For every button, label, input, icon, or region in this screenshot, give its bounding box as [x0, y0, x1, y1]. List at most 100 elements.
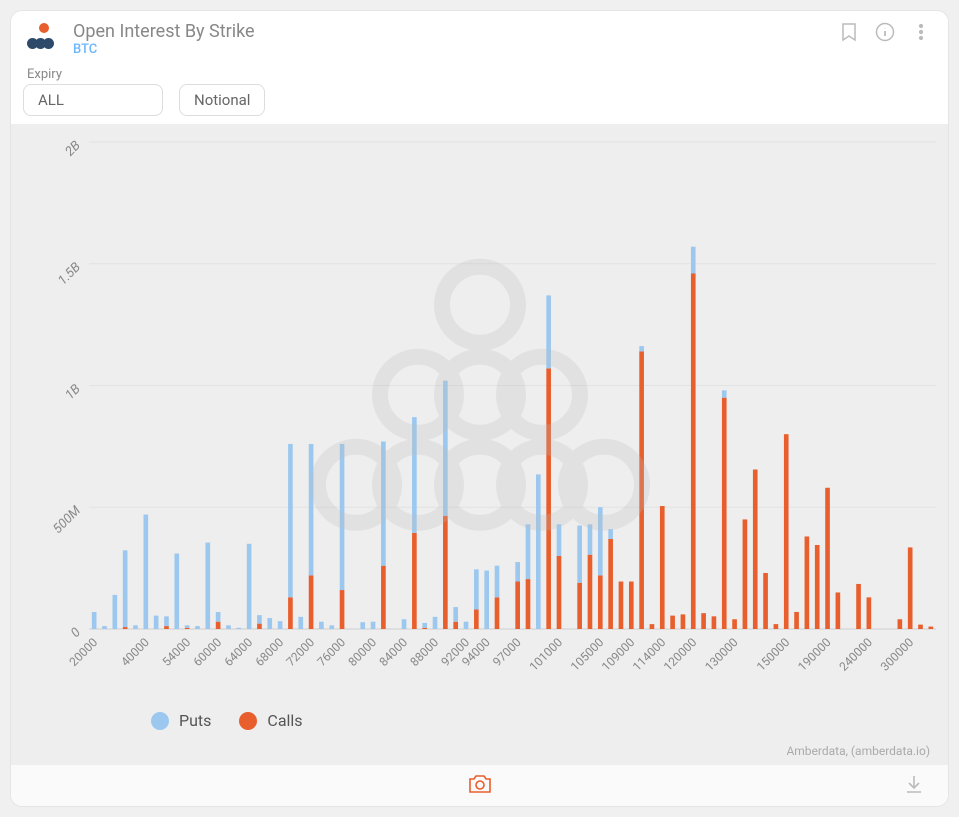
bar-puts[interactable] — [319, 622, 324, 629]
bar-puts[interactable] — [164, 616, 169, 626]
bar-calls[interactable] — [650, 624, 655, 629]
bar-calls[interactable] — [743, 519, 748, 629]
bar-puts[interactable] — [205, 543, 210, 629]
bar-puts[interactable] — [557, 524, 562, 556]
bar-calls[interactable] — [712, 616, 717, 629]
bar-calls[interactable] — [691, 273, 696, 629]
bar-calls[interactable] — [856, 584, 861, 629]
bar-puts[interactable] — [267, 618, 272, 629]
bar-calls[interactable] — [815, 545, 820, 629]
bar-puts[interactable] — [288, 444, 293, 597]
bar-calls[interactable] — [557, 556, 562, 629]
bar-calls[interactable] — [598, 575, 603, 629]
bar-calls[interactable] — [639, 351, 644, 629]
bar-calls[interactable] — [526, 579, 531, 629]
bar-puts[interactable] — [278, 621, 283, 629]
bar-calls[interactable] — [918, 625, 923, 629]
bar-puts[interactable] — [143, 515, 148, 629]
bar-puts[interactable] — [515, 562, 520, 581]
bar-puts[interactable] — [526, 524, 531, 579]
bar-calls[interactable] — [288, 597, 293, 629]
legend-calls[interactable]: Calls — [239, 711, 302, 730]
bar-calls[interactable] — [422, 628, 427, 629]
bar-calls[interactable] — [784, 434, 789, 629]
bar-calls[interactable] — [898, 619, 903, 629]
bar-calls[interactable] — [619, 582, 624, 629]
bar-calls[interactable] — [257, 624, 262, 629]
bar-calls[interactable] — [660, 506, 665, 629]
bar-calls[interactable] — [412, 533, 417, 629]
legend-puts[interactable]: Puts — [151, 711, 211, 730]
bar-puts[interactable] — [608, 529, 613, 539]
bar-calls[interactable] — [443, 516, 448, 629]
bar-puts[interactable] — [433, 617, 438, 629]
bar-calls[interactable] — [681, 614, 686, 629]
bar-puts[interactable] — [360, 622, 365, 629]
bar-puts[interactable] — [92, 612, 97, 629]
bar-calls[interactable] — [546, 368, 551, 629]
bar-calls[interactable] — [309, 575, 314, 629]
bar-puts[interactable] — [402, 619, 407, 629]
bar-puts[interactable] — [329, 625, 334, 629]
bar-puts[interactable] — [247, 544, 252, 629]
bar-puts[interactable] — [133, 625, 138, 629]
bar-puts[interactable] — [185, 625, 190, 627]
bar-puts[interactable] — [577, 526, 582, 583]
bar-puts[interactable] — [174, 554, 179, 629]
bar-puts[interactable] — [371, 622, 376, 629]
bar-calls[interactable] — [701, 613, 706, 629]
screenshot-icon[interactable] — [467, 773, 493, 799]
bar-calls[interactable] — [381, 566, 386, 629]
bar-puts[interactable] — [722, 390, 727, 397]
bar-puts[interactable] — [484, 571, 489, 629]
bar-puts[interactable] — [588, 524, 593, 554]
notional-select[interactable]: Notional — [179, 84, 265, 116]
bar-puts[interactable] — [298, 617, 303, 629]
bar-calls[interactable] — [836, 592, 841, 629]
bar-puts[interactable] — [123, 550, 128, 627]
download-icon[interactable] — [904, 774, 924, 798]
bar-puts[interactable] — [226, 625, 231, 629]
bar-puts[interactable] — [195, 626, 200, 629]
bar-puts[interactable] — [691, 247, 696, 274]
bar-calls[interactable] — [794, 612, 799, 629]
bar-calls[interactable] — [753, 470, 758, 629]
bar-chart[interactable]: 0500M1B1.5B2B200004000054000600006400068… — [11, 124, 948, 701]
bar-calls[interactable] — [732, 619, 737, 629]
bar-puts[interactable] — [639, 346, 644, 351]
bar-calls[interactable] — [629, 582, 634, 629]
bar-puts[interactable] — [453, 607, 458, 622]
bar-puts[interactable] — [154, 616, 159, 629]
bar-puts[interactable] — [422, 623, 427, 628]
bar-calls[interactable] — [929, 627, 934, 629]
bar-calls[interactable] — [588, 555, 593, 629]
bar-calls[interactable] — [453, 622, 458, 629]
bar-calls[interactable] — [867, 597, 872, 629]
bar-puts[interactable] — [546, 295, 551, 368]
bar-calls[interactable] — [340, 590, 345, 629]
bar-calls[interactable] — [805, 536, 810, 629]
bar-puts[interactable] — [340, 444, 345, 590]
bar-puts[interactable] — [381, 442, 386, 566]
more-icon[interactable] — [910, 21, 932, 43]
bar-puts[interactable] — [598, 507, 603, 575]
bar-calls[interactable] — [474, 610, 479, 629]
bar-puts[interactable] — [309, 444, 314, 575]
bar-calls[interactable] — [495, 597, 500, 629]
bar-calls[interactable] — [216, 622, 221, 629]
bar-puts[interactable] — [474, 569, 479, 609]
bar-puts[interactable] — [464, 622, 469, 629]
bar-calls[interactable] — [774, 624, 779, 629]
bar-calls[interactable] — [763, 573, 768, 629]
bar-puts[interactable] — [257, 615, 262, 624]
bar-puts[interactable] — [443, 381, 448, 516]
bar-puts[interactable] — [216, 612, 221, 622]
bar-puts[interactable] — [536, 474, 541, 629]
bar-calls[interactable] — [722, 398, 727, 629]
bar-calls[interactable] — [608, 539, 613, 629]
bar-puts[interactable] — [112, 595, 117, 629]
bar-calls[interactable] — [164, 626, 169, 629]
info-icon[interactable] — [874, 21, 896, 43]
bar-puts[interactable] — [102, 626, 107, 629]
bar-calls[interactable] — [908, 547, 913, 629]
